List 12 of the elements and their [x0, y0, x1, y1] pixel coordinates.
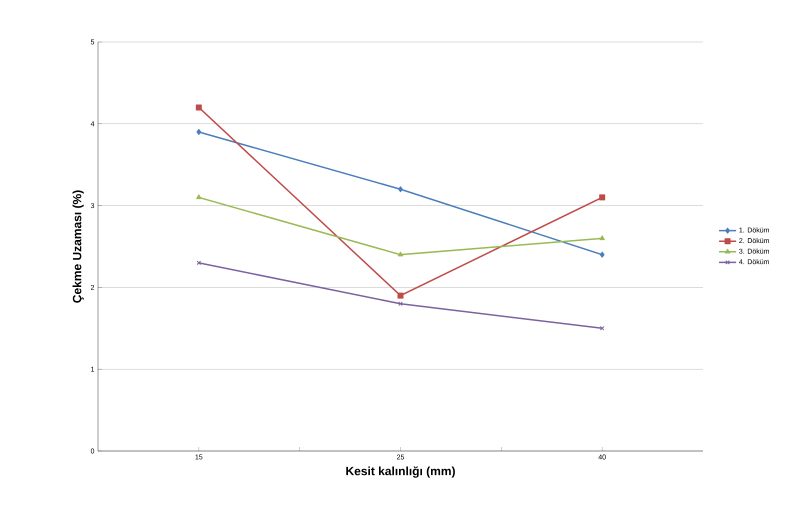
point — [398, 186, 403, 192]
point — [196, 194, 202, 200]
point — [599, 194, 606, 200]
point — [398, 292, 404, 299]
y-axis-title: Çekme Uzaması (%) — [72, 190, 84, 303]
point — [196, 104, 202, 110]
point — [196, 128, 202, 135]
x-axis-title: Kesit kalınlığı (mm) — [346, 466, 455, 478]
point — [398, 301, 403, 306]
point — [600, 252, 605, 258]
point — [398, 252, 404, 256]
point — [600, 235, 605, 240]
